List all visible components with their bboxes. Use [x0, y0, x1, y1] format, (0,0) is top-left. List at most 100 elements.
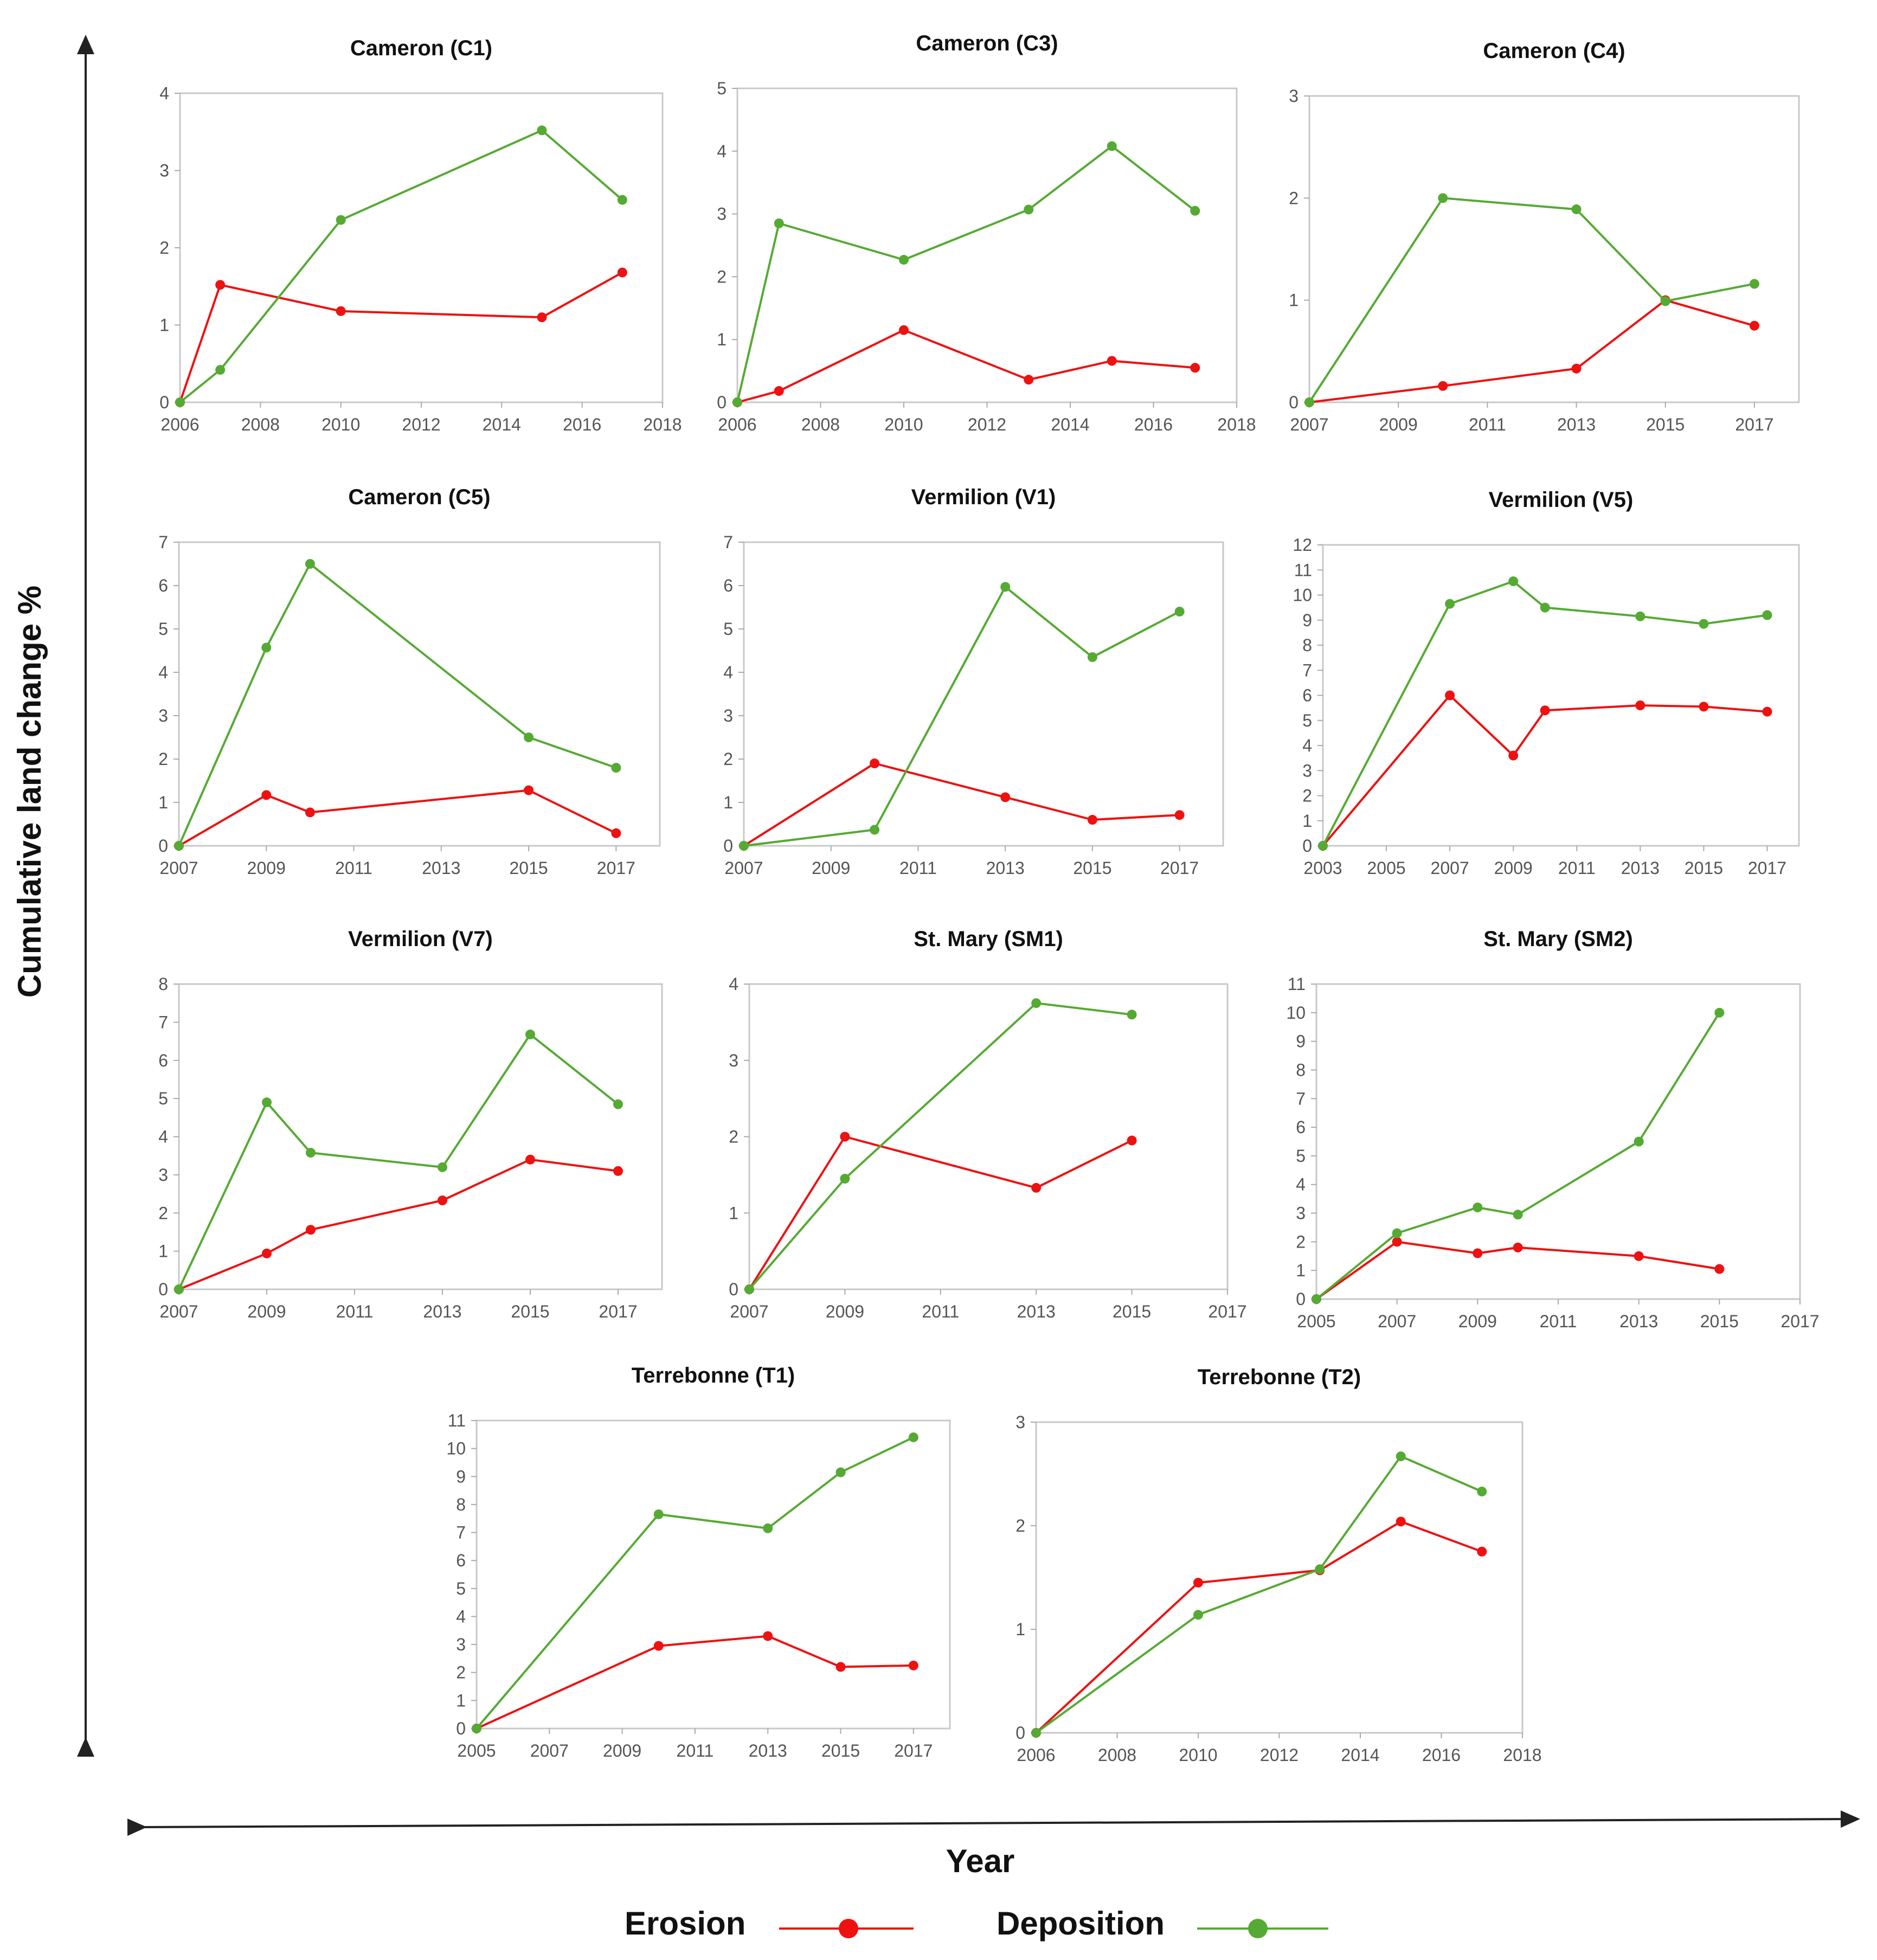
- x-tick-label: 2009: [247, 858, 286, 878]
- y-tick-label: 4: [158, 1127, 168, 1147]
- x-tick-label: 2005: [1367, 858, 1405, 878]
- x-tick-label: 2007: [1290, 415, 1328, 434]
- deposition-point: [617, 195, 627, 205]
- erosion-point: [1000, 792, 1011, 802]
- y-tick-label: 1: [717, 330, 727, 349]
- y-tick-label: 9: [1296, 1032, 1306, 1051]
- y-tick-label: 4: [729, 974, 738, 994]
- y-tick-label: 1: [158, 1242, 168, 1261]
- deposition-point: [1477, 1486, 1487, 1496]
- deposition-point: [1762, 610, 1772, 620]
- y-tick-label: 3: [1015, 1412, 1025, 1432]
- erosion-point: [1438, 381, 1448, 391]
- erosion-line: [1035, 1520, 1482, 1734]
- x-tick-label: 2007: [730, 1302, 768, 1321]
- x-tick-label: 2015: [1646, 415, 1685, 434]
- y-tick-label: 0: [158, 836, 168, 856]
- deposition-point: [774, 218, 784, 228]
- y-tick-label: 11: [1294, 560, 1312, 580]
- y-tick-label: 0: [729, 1280, 738, 1299]
- erosion-point: [653, 1641, 664, 1651]
- y-tick-label: 3: [1289, 86, 1299, 106]
- y-tick-label: 11: [448, 1411, 466, 1430]
- erosion-point: [835, 1662, 846, 1672]
- erosion-point: [524, 785, 534, 795]
- x-tick-label: 2013: [1557, 415, 1596, 434]
- erosion-point: [438, 1196, 447, 1206]
- x-tick-label: 2016: [1134, 415, 1173, 434]
- x-tick-label: 2013: [986, 858, 1025, 878]
- x-tick-label: 2006: [1017, 1745, 1055, 1765]
- y-tick-label: 4: [159, 83, 169, 103]
- y-tick-label: 6: [723, 576, 733, 595]
- x-axis-label: Year: [946, 1843, 1015, 1879]
- y-tick-label: 1: [158, 793, 168, 812]
- legend-erosion-label: Erosion: [625, 1905, 745, 1942]
- erosion-point: [1634, 1251, 1644, 1261]
- x-tick-label: 2011: [335, 858, 372, 878]
- erosion-point: [1571, 363, 1582, 374]
- erosion-point: [1174, 810, 1185, 820]
- x-tick-label: 2008: [801, 415, 840, 434]
- x-tick-label: 2013: [1017, 1302, 1056, 1321]
- plot-frame: [1315, 983, 1801, 1300]
- y-tick-label: 5: [158, 1089, 168, 1108]
- y-tick-label: 0: [717, 393, 727, 412]
- x-tick-label: 2013: [749, 1741, 787, 1760]
- x-tick-label: 2017: [894, 1741, 933, 1760]
- chart-panel-5: Vermilion (V1) 0 1 2 3 4 5 6 7 2007 2009 2011 2013 20…: [723, 485, 1224, 878]
- y-tick-label: 0: [723, 836, 733, 856]
- x-tick-label: 2015: [1113, 1302, 1151, 1321]
- erosion-point: [1392, 1237, 1402, 1247]
- x-tick-label: 2007: [159, 1302, 198, 1321]
- y-tick-label: 0: [1302, 836, 1312, 856]
- deposition-point: [1540, 602, 1550, 613]
- x-tick-label: 2012: [402, 415, 440, 434]
- deposition-point: [305, 559, 315, 569]
- erosion-point: [899, 325, 909, 335]
- erosion-point: [1445, 690, 1455, 701]
- x-tick-label: 2007: [159, 858, 198, 878]
- x-tick-label: 2014: [483, 415, 521, 434]
- x-tick-label: 2015: [1073, 858, 1111, 878]
- y-tick-label: 2: [456, 1663, 466, 1682]
- y-tick-label: 5: [456, 1579, 466, 1598]
- x-tick-label: 2003: [1303, 858, 1342, 878]
- chart-panel-1: Cameron (C1) 0 1 2 3 4 2006 2008 2010 2012 2014 201…: [159, 36, 682, 434]
- y-tick-label: 3: [729, 1051, 738, 1070]
- x-tick-label: 2014: [1051, 415, 1089, 434]
- y-tick-label: 4: [1296, 1175, 1306, 1194]
- x-tick-label: 2015: [511, 1302, 549, 1321]
- deposition-point: [899, 255, 909, 265]
- deposition-line: [179, 129, 623, 403]
- chart-title: Cameron (C3): [916, 31, 1058, 55]
- deposition-point: [472, 1724, 481, 1733]
- x-tick-label: 2016: [563, 415, 601, 434]
- x-tick-label: 2013: [1621, 858, 1660, 878]
- y-tick-label: 5: [723, 619, 733, 639]
- y-tick-label: 2: [1296, 1232, 1306, 1251]
- x-tick-label: 2011: [1469, 415, 1506, 434]
- plot-frame: [736, 87, 1238, 403]
- plot-frame: [1035, 1421, 1524, 1734]
- y-tick-label: 4: [456, 1606, 466, 1626]
- y-tick-label: 4: [717, 142, 727, 161]
- chart-panel-11: Terrebonne (T2) 0 1 2 3 2006 2008 2010 2012 2014 2…: [1015, 1365, 1541, 1765]
- x-tick-label: 2009: [812, 858, 850, 878]
- y-tick-label: 0: [159, 393, 169, 412]
- x-tick-label: 2013: [1619, 1312, 1658, 1331]
- deposition-point: [175, 397, 185, 407]
- x-tick-label: 2017: [1160, 858, 1199, 878]
- y-tick-label: 7: [158, 532, 168, 552]
- y-tick-label: 3: [456, 1635, 466, 1654]
- x-axis-arrow: [127, 1810, 1860, 1836]
- deposition-point: [1635, 611, 1645, 621]
- x-tick-label: 2006: [160, 415, 199, 434]
- y-tick-label: 1: [159, 316, 169, 335]
- chart-panel-7: Vermilion (V7) 0 1 2 3 4 5 6 7 8 2007 2009 2011 2013 2…: [158, 927, 663, 1321]
- x-tick-label: 2009: [247, 1302, 286, 1321]
- erosion-point: [525, 1154, 535, 1165]
- y-tick-label: 9: [456, 1467, 466, 1486]
